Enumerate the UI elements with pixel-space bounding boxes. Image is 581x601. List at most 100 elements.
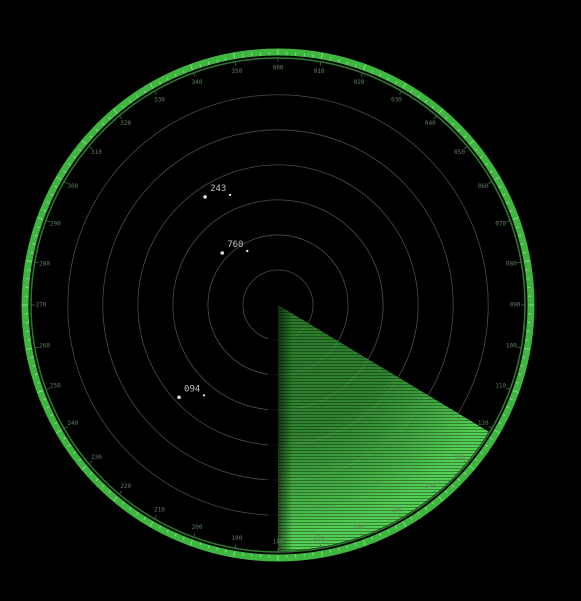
bearing-mark [45,220,50,223]
bezel-tick [515,381,519,384]
contact-tail-dot [228,193,232,197]
bezel-tick [37,381,41,384]
bezel-tick [121,501,125,505]
bezel-tick [189,64,193,71]
bearing-label: 120 [478,420,489,427]
bearing-mark [88,145,93,150]
bezel-tick [457,478,461,482]
bezel-tick [484,444,489,447]
bezel-tick [113,108,118,114]
contact-243[interactable]: 243 [203,184,232,199]
bearing-label: 300 [67,183,78,190]
bearing-label: 050 [454,149,465,156]
bearing-mark [433,115,438,120]
bezel-tick [354,542,357,546]
bezel-tick [371,536,374,540]
bezel-tick [78,458,82,462]
bearing-mark [506,220,511,223]
bezel-tick [128,506,132,510]
bezel-tick [417,94,420,99]
bearing-mark [45,387,50,390]
bezel-tick [25,347,32,350]
bezel-tick [424,506,428,510]
bezel-tick [463,135,467,139]
bezel-tick [494,429,500,434]
contact-094[interactable]: 094 [177,384,206,400]
bezel-tick [524,260,531,263]
bezel-tick [463,471,467,475]
bearing-label: 350 [231,68,242,75]
bearing-label: 330 [154,96,165,103]
contact-label: 243 [210,184,226,194]
bezel-tick [522,356,526,359]
bezel-tick [216,547,219,551]
bearing-mark [488,426,493,429]
bezel-tick [136,511,139,516]
bezel-tick [502,414,506,417]
bezel-tick [337,59,340,63]
bearing-mark [517,346,522,349]
bezel-tick [520,364,524,367]
bezel-tick [182,70,185,74]
bezel-tick [216,59,219,63]
bezel-tick [143,90,146,94]
bezel-tick [81,465,87,470]
bearing-mark [34,346,39,349]
bearing-mark [399,90,402,95]
bezel-tick [451,122,455,126]
bezel-tick [158,81,162,85]
bearing-mark [360,72,363,77]
bearing-label: 000 [273,65,284,72]
bezel-tick [431,501,435,505]
bearing-label: 030 [391,96,402,103]
bezel-tick [363,64,367,71]
bezel-tick [474,458,478,462]
bearing-label: 210 [154,507,165,514]
bearing-label: 100 [506,343,517,350]
bezel-tick [346,545,349,549]
bezel-tick [424,100,428,104]
bearing-mark [319,544,322,549]
bearing-mark [154,90,157,95]
bezel-tick [37,226,41,229]
bezel-tick [89,135,93,139]
bezel-tick [512,390,519,394]
bezel-tick [518,373,522,376]
bezel-tick [509,209,513,212]
bearing-label: 020 [354,79,365,86]
bezel-tick [149,521,154,527]
bezel-tick [182,536,185,540]
contact-tail-dot [246,249,249,253]
bezel-tick [143,516,146,520]
bearing-mark [63,181,68,184]
bearing-mark [488,181,493,184]
bearing-scale: 010 020 030 040 050 060 070 080 090 100 110 120 130 1… [31,58,525,552]
bearing-label: 180 [273,539,284,546]
bezel-tick [89,471,93,475]
bearing-mark [34,261,39,264]
bearing-mark [193,533,196,538]
bearing-label: 060 [478,183,489,190]
bezel-tick [149,83,154,89]
bezel-tick [494,176,500,181]
bearing-mark [118,490,123,495]
bearing-label: 220 [120,483,131,490]
bezel-tick [387,529,390,533]
bezel-tick [46,201,50,204]
bezel-tick [189,539,193,546]
bezel-tick [108,490,112,494]
bezel-tick [484,163,489,166]
bezel-tick [37,390,44,394]
bezel-tick [469,140,475,145]
bearing-label: 110 [495,383,506,390]
bezel-tick [207,545,210,549]
bezel-tick [63,437,67,440]
bearing-mark [319,61,322,66]
contact-760[interactable]: 760 [220,240,249,255]
bezel-tick [174,73,177,77]
bezel-tick [469,465,475,470]
bearing-label: 230 [91,454,102,461]
contact-label: 760 [227,240,243,250]
bezel-tick [346,61,349,65]
bezel-tick [498,421,502,425]
